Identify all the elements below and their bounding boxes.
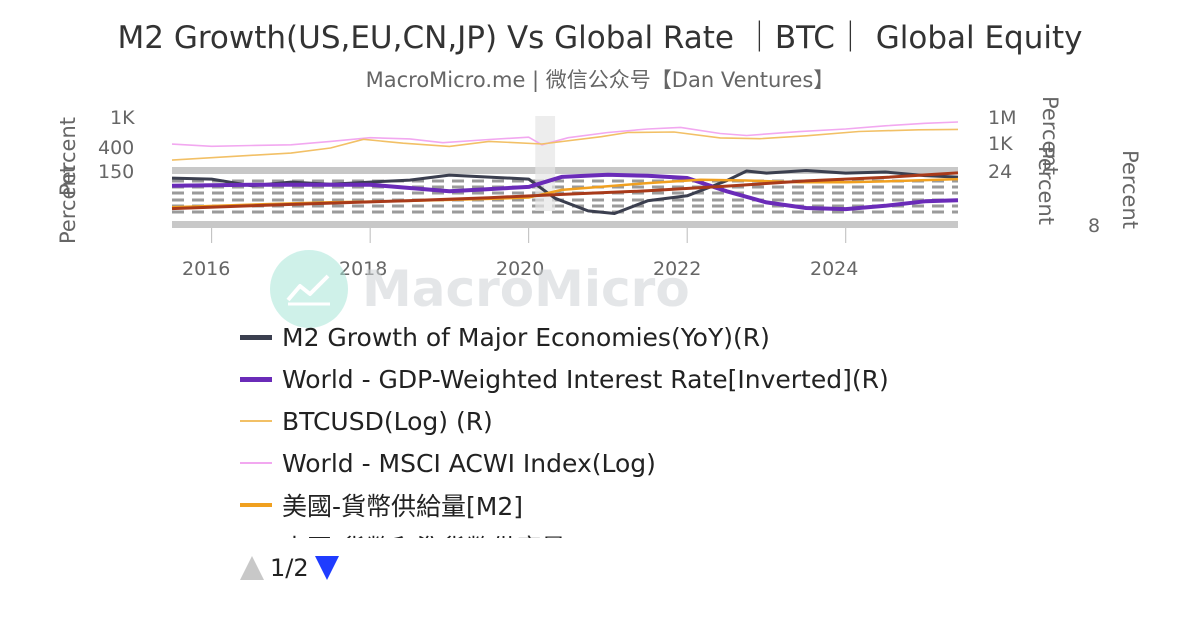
- watermark: MacroMicro: [270, 250, 690, 328]
- series-line: [171, 121, 959, 148]
- series-line: [171, 171, 959, 211]
- right-axis-tick: 1K: [988, 133, 1013, 155]
- lower-panel-top-border: [172, 167, 958, 174]
- legend-label: World - GDP-Weighted Interest Rate[Inver…: [282, 364, 889, 394]
- legend-item[interactable]: 中國-貨幣和準貨幣供應量[M2]: [240, 526, 1000, 538]
- series-line: [171, 172, 959, 212]
- left-axis-tick: 1K: [110, 107, 135, 129]
- legend-swatch: [240, 503, 272, 507]
- right-axis2-tick: 8: [1088, 215, 1101, 237]
- legend-item[interactable]: 美國-貨幣供給量[M2]: [240, 484, 1000, 526]
- right-axis-tick: 24: [988, 161, 1013, 183]
- chart-logo-icon: [270, 250, 348, 328]
- right-axis2-title: Percent: [1118, 150, 1142, 230]
- lower-panel-bottom-border: [172, 221, 958, 228]
- legend-swatch: [240, 376, 272, 382]
- legend-label: 美國-貨幣供給量[M2]: [282, 492, 524, 521]
- legend-label: BTCUSD(Log) (R): [282, 406, 493, 436]
- right-axis-title: Percent: [1034, 146, 1058, 226]
- legend-item[interactable]: M2 Growth of Major Economies(YoY)(R): [240, 316, 1000, 358]
- legend-page-indicator: 1/2: [270, 554, 309, 582]
- legend-label: 中國-貨幣和準貨幣供應量[M2]: [282, 529, 623, 538]
- watermark-text: MacroMicro: [362, 260, 690, 318]
- legend-item[interactable]: World - MSCI ACWI Index(Log): [240, 442, 1000, 484]
- x-axis-tick: 2022: [653, 258, 702, 280]
- upper-panel-bg: [172, 108, 958, 156]
- legend-item[interactable]: World - GDP-Weighted Interest Rate[Inver…: [240, 358, 1000, 400]
- x-axis-tick: 2020: [496, 258, 545, 280]
- legend-label: World - MSCI ACWI Index(Log): [282, 448, 656, 478]
- left-axis-title: Percent: [56, 116, 80, 196]
- x-axis-tick: 2016: [182, 258, 231, 280]
- right-axis-tick: 1M: [988, 107, 1017, 129]
- legend-swatch: [240, 334, 272, 340]
- legend-prev-page-icon[interactable]: [240, 556, 264, 580]
- legend-swatch: [240, 420, 272, 422]
- chart-title: M2 Growth(US,EU,CN,JP) Vs Global Rate ｜B…: [117, 20, 1083, 56]
- legend-label: M2 Growth of Major Economies(YoY)(R): [282, 322, 770, 352]
- x-axis-tick: 2018: [339, 258, 388, 280]
- left-axis-tick: 150: [98, 161, 135, 183]
- series-line: [171, 128, 959, 161]
- left-axis-tick: 400: [98, 137, 135, 159]
- chart-subtitle: MacroMicro.me | 微信公众号【Dan Ventures】: [365, 68, 835, 92]
- legend-swatch: [240, 462, 272, 464]
- chart-plot: [171, 108, 959, 243]
- x-axis-tick: 2024: [810, 258, 859, 280]
- chart-legend: M2 Growth of Major Economies(YoY)(R) Wor…: [240, 316, 1000, 538]
- legend-item[interactable]: BTCUSD(Log) (R): [240, 400, 1000, 442]
- legend-pager: 1/2: [240, 554, 339, 582]
- legend-next-page-icon[interactable]: [314, 556, 339, 580]
